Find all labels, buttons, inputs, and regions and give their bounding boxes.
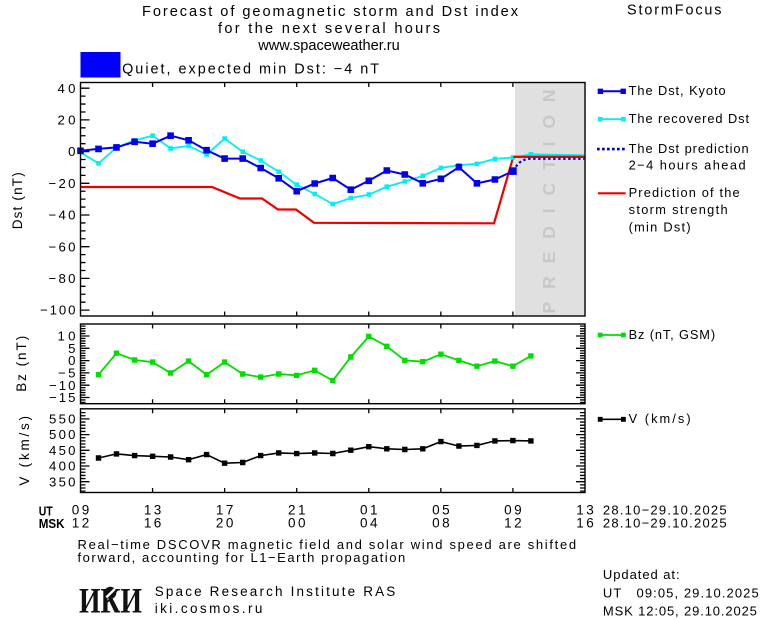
svg-text:forward, accounting for L1−Ear: forward, accounting for L1−Earth propaga… (78, 550, 406, 565)
svg-text:Prediction of the: Prediction of the (629, 185, 740, 200)
svg-text:V (km/s): V (km/s) (17, 416, 32, 486)
svg-text:−60: −60 (49, 239, 76, 254)
svg-text:−10: −10 (49, 378, 76, 393)
svg-text:350: 350 (49, 474, 76, 489)
svg-text:PREDICTION: PREDICTION (539, 77, 559, 314)
svg-text:Space Research Institute RAS: Space Research Institute RAS (155, 584, 396, 599)
svg-text:0: 0 (68, 353, 75, 368)
svg-text:550: 550 (49, 412, 76, 427)
svg-text:Updated at:: Updated at: (603, 567, 680, 582)
svg-text:UT 09:05, 29.10.2025: UT 09:05, 29.10.2025 (603, 585, 759, 600)
svg-text:for the next several hours: for the next several hours (218, 21, 440, 37)
svg-text:UT: UT (39, 504, 53, 518)
svg-text:MSK: MSK (39, 517, 65, 531)
svg-text:The recovered Dst: The recovered Dst (629, 111, 750, 126)
svg-text:www.spaceweather.ru: www.spaceweather.ru (257, 38, 400, 54)
svg-text:The Dst, Kyoto: The Dst, Kyoto (629, 83, 726, 98)
svg-text:−80: −80 (49, 271, 76, 286)
svg-text:28.10−29.10.2025: 28.10−29.10.2025 (603, 502, 727, 517)
svg-text:5: 5 (68, 341, 75, 356)
svg-text:iki.cosmos.ru: iki.cosmos.ru (155, 601, 263, 616)
svg-text:Bz (nT, GSM): Bz (nT, GSM) (629, 327, 716, 342)
svg-text:storm strength: storm strength (629, 202, 728, 217)
svg-text:−20: −20 (49, 176, 76, 191)
svg-text:400: 400 (49, 459, 76, 474)
svg-text:The Dst prediction: The Dst prediction (629, 141, 749, 156)
svg-text:(min Dst): (min Dst) (629, 219, 691, 234)
svg-text:500: 500 (49, 427, 76, 442)
svg-text:Dst (nT): Dst (nT) (10, 172, 25, 229)
svg-text:28.10−29.10.2025: 28.10−29.10.2025 (603, 516, 727, 531)
svg-text:V (km/s): V (km/s) (629, 411, 691, 426)
svg-text:−15: −15 (49, 390, 76, 405)
svg-text:StormFocus: StormFocus (627, 2, 722, 18)
svg-text:ИКИ: ИКИ (79, 581, 142, 620)
svg-text:2−4 hours ahead: 2−4 hours ahead (629, 158, 746, 173)
svg-text:Real−time DSCOVR magnetic fiel: Real−time DSCOVR magnetic field and sola… (78, 537, 577, 552)
svg-text:0: 0 (68, 144, 75, 159)
svg-text:Quiet, expected min Dst: −4 nT: Quiet, expected min Dst: −4 nT (122, 62, 379, 78)
svg-text:MSK 12:05, 29.10.2025: MSK 12:05, 29.10.2025 (603, 604, 757, 619)
svg-text:04: 04 (360, 516, 378, 531)
svg-text:Bz (nT): Bz (nT) (14, 336, 29, 392)
svg-text:450: 450 (49, 443, 76, 458)
svg-text:−40: −40 (49, 208, 76, 223)
